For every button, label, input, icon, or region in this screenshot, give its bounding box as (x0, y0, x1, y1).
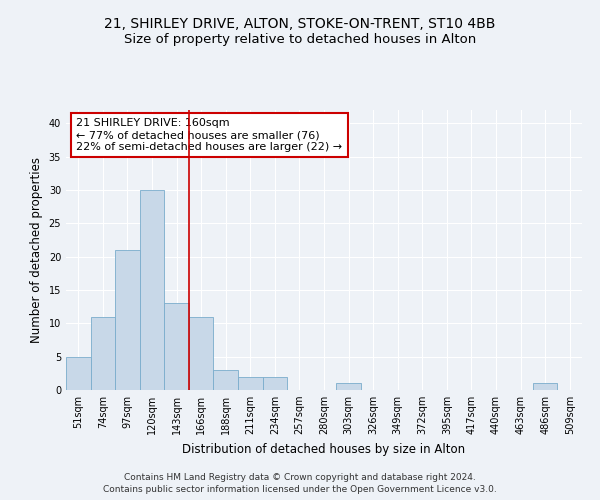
Text: Contains HM Land Registry data © Crown copyright and database right 2024.: Contains HM Land Registry data © Crown c… (124, 472, 476, 482)
Bar (336, 384, 361, 390)
Bar (238, 376, 263, 390)
Bar (91, 316, 115, 390)
Bar (66, 356, 91, 390)
Bar (214, 370, 238, 390)
Y-axis label: Number of detached properties: Number of detached properties (30, 157, 43, 343)
Text: Contains public sector information licensed under the Open Government Licence v3: Contains public sector information licen… (103, 485, 497, 494)
Bar (533, 384, 557, 390)
Bar (115, 250, 140, 390)
Text: Size of property relative to detached houses in Alton: Size of property relative to detached ho… (124, 32, 476, 46)
Bar (189, 316, 214, 390)
Bar (164, 304, 189, 390)
Text: 21 SHIRLEY DRIVE: 160sqm
← 77% of detached houses are smaller (76)
22% of semi-d: 21 SHIRLEY DRIVE: 160sqm ← 77% of detach… (76, 118, 343, 152)
X-axis label: Distribution of detached houses by size in Alton: Distribution of detached houses by size … (182, 442, 466, 456)
Bar (140, 190, 164, 390)
Text: 21, SHIRLEY DRIVE, ALTON, STOKE-ON-TRENT, ST10 4BB: 21, SHIRLEY DRIVE, ALTON, STOKE-ON-TRENT… (104, 18, 496, 32)
Bar (263, 376, 287, 390)
